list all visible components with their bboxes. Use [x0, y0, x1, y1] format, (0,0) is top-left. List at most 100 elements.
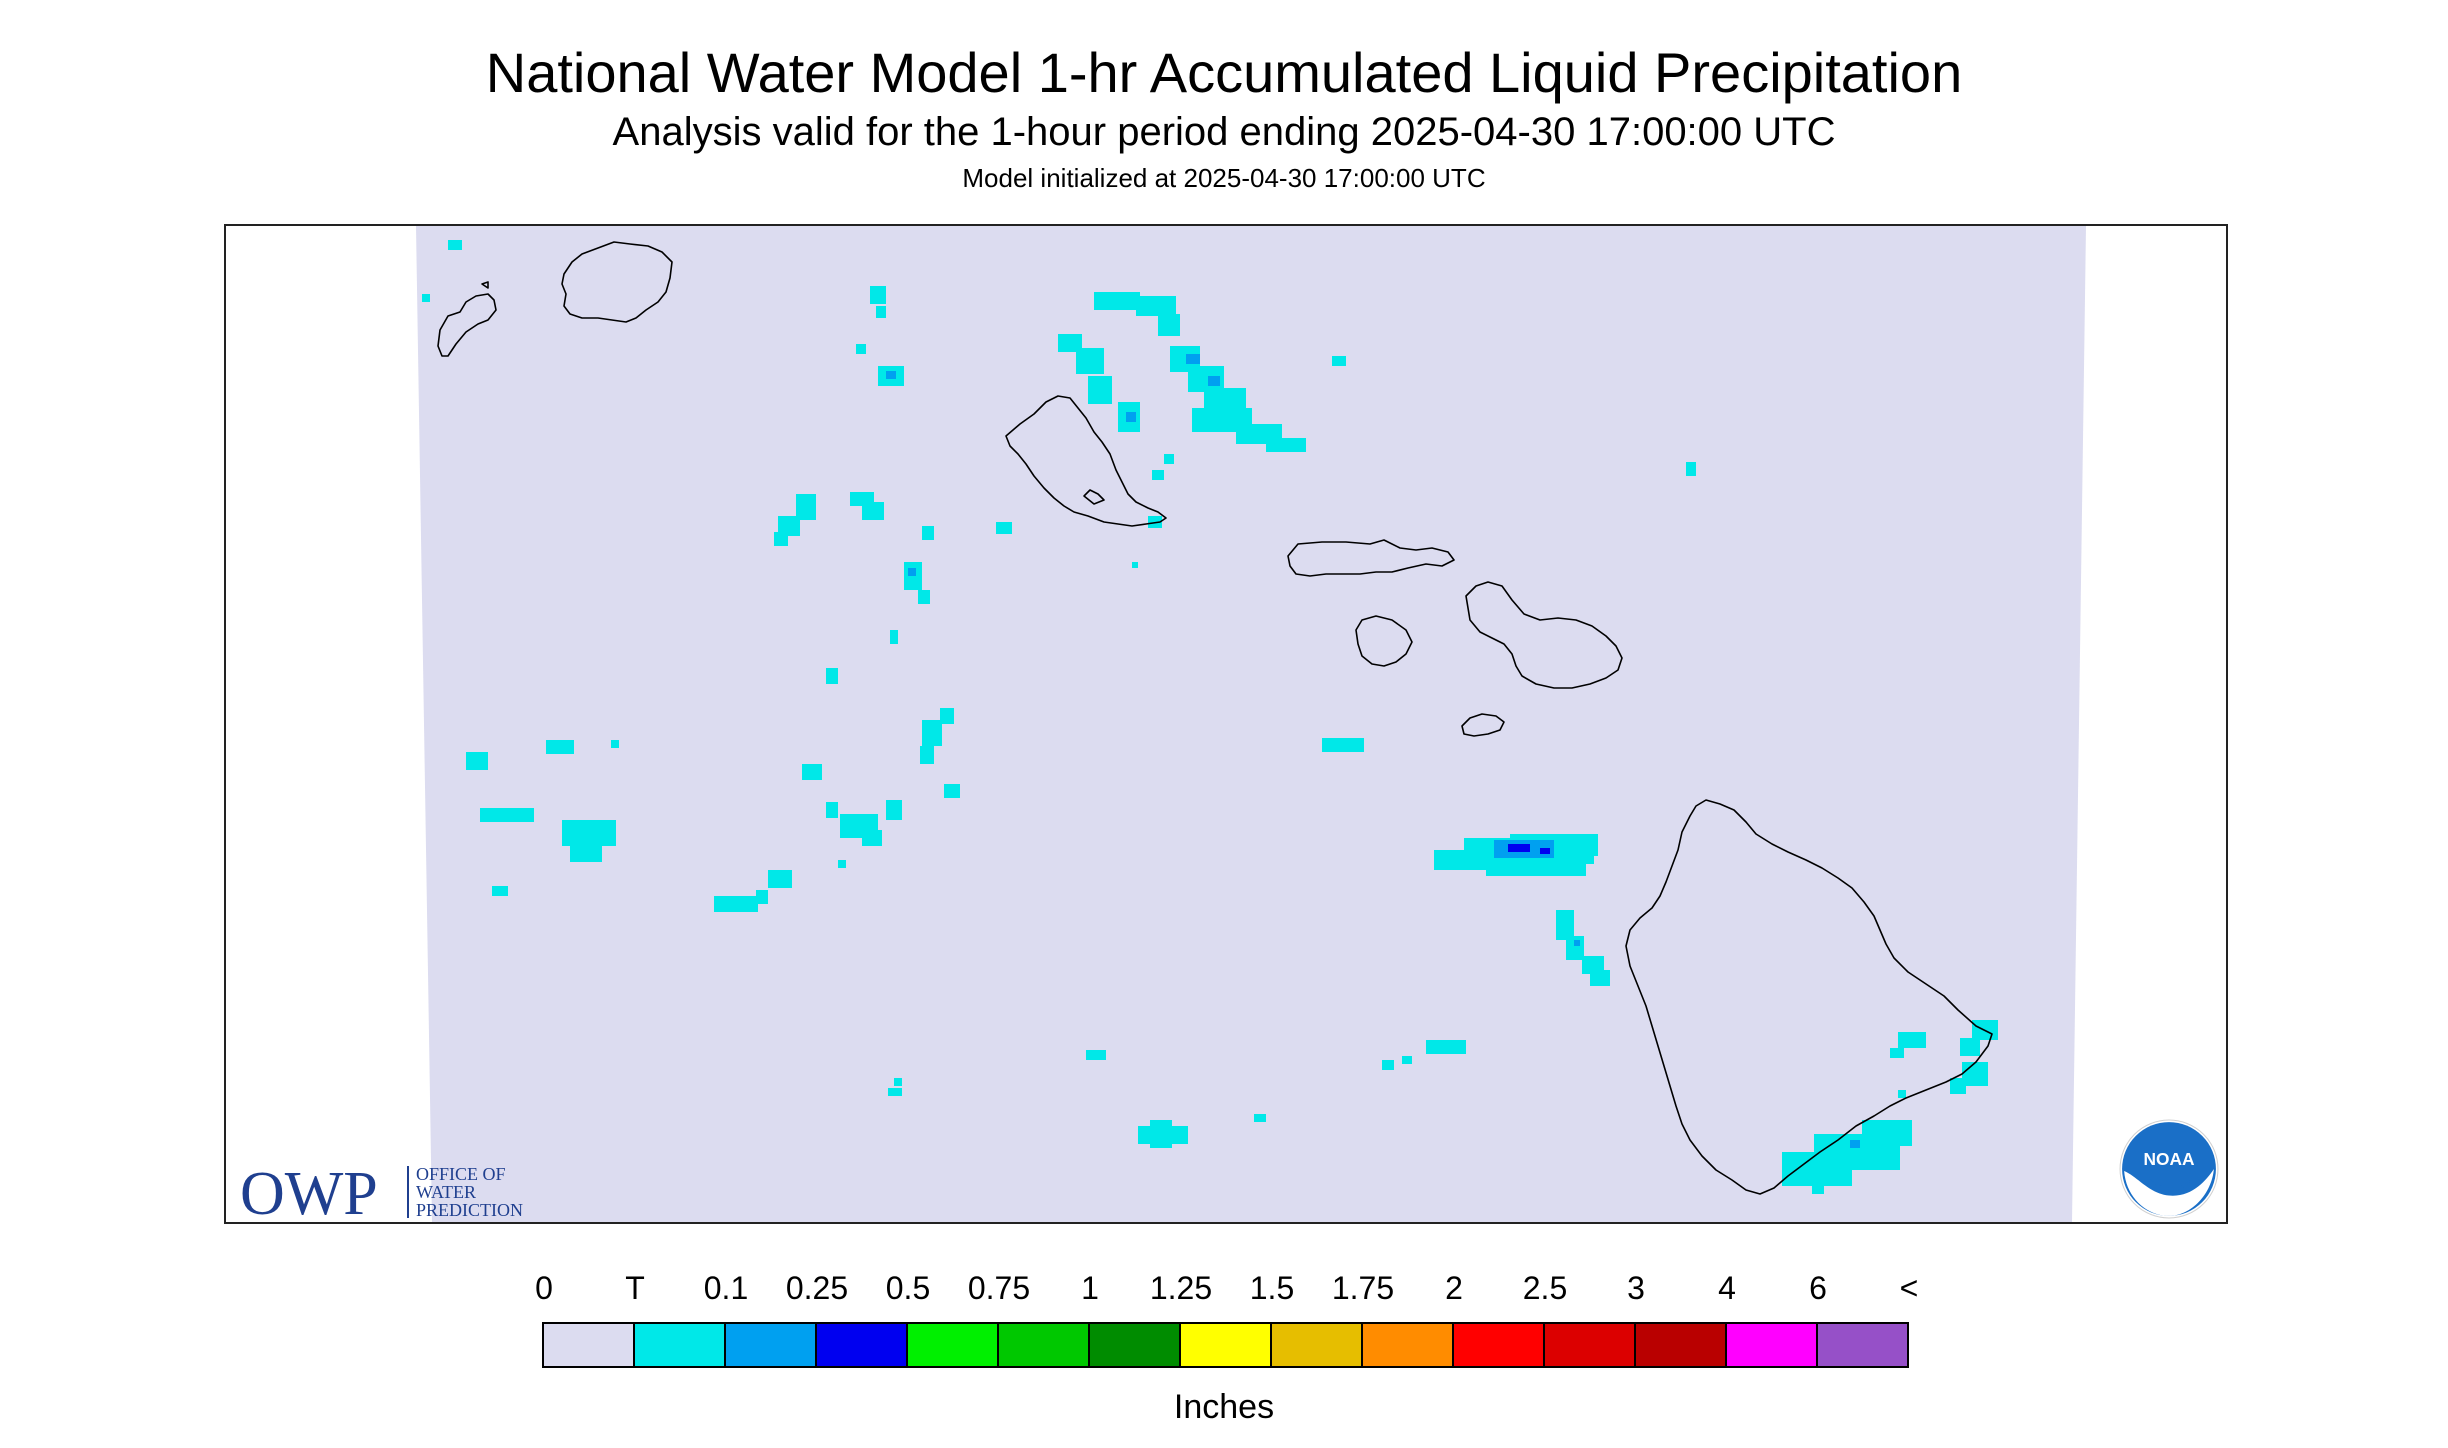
- precip-cell: [1686, 462, 1696, 476]
- precip-cell: [768, 870, 792, 888]
- colorbar-swatch: [544, 1324, 635, 1366]
- map-title: National Water Model 1-hr Accumulated Li…: [485, 41, 1963, 104]
- colorbar-swatch: [635, 1324, 726, 1366]
- colorbar-tick-label: 1.25: [1149, 1270, 1213, 1306]
- molokai-outline: [1287, 539, 1455, 577]
- precip-cell: [1950, 1078, 1966, 1094]
- model-init-line: Model initialized at 2025-04-30 17:00:00…: [962, 163, 1486, 193]
- oahu-outline: [1005, 395, 1167, 527]
- colorbar-tick-label: 3: [1627, 1270, 1645, 1306]
- owp-logo-mark: OWP OFFICE OF WATER PREDICTION: [240, 1160, 523, 1228]
- colorbar-swatch: [1181, 1324, 1272, 1366]
- colorbar-swatch: [999, 1324, 1090, 1366]
- owp-logo-line-1: OFFICE OF: [416, 1164, 506, 1184]
- precip-cell: [894, 1078, 902, 1086]
- colorbar-swatch: [1636, 1324, 1727, 1366]
- owp-logo-line-2: WATER: [416, 1182, 476, 1202]
- precip-cell: [492, 886, 508, 896]
- precip-cell: [862, 502, 884, 520]
- precip-cell: [466, 752, 488, 770]
- precip-cell: [802, 764, 822, 780]
- colorbar-tick-label: 0.75: [967, 1270, 1031, 1306]
- precip-cell: [1486, 860, 1586, 876]
- map-subtitle: Analysis valid for the 1-hour period end…: [612, 110, 1836, 154]
- owp-logo-letters: OWP: [240, 1160, 378, 1226]
- precip-cell: [890, 630, 898, 644]
- colorbar-swatch: [1272, 1324, 1363, 1366]
- coastlines: [437, 241, 1993, 1195]
- precip-cell: [1132, 562, 1138, 568]
- noaa-bird-wing: [2148, 1177, 2192, 1192]
- noaa-bird-shape: [2124, 1169, 2214, 1216]
- precip-cell: [1590, 970, 1610, 986]
- precip-cell: [1150, 1120, 1172, 1148]
- precip-cell: [940, 708, 954, 724]
- precip-cell: [611, 740, 619, 748]
- precip-cell: [1158, 314, 1180, 336]
- precip-cell: [774, 532, 788, 546]
- precip-cell: [1088, 376, 1112, 404]
- precip-cell: [922, 720, 942, 746]
- colorbar-tick-label: <: [1899, 1270, 1919, 1306]
- colorbar-swatch: [1727, 1324, 1818, 1366]
- precip-cell: [778, 516, 800, 536]
- precip-cell: [1960, 1038, 1980, 1056]
- hawaii-outline: [1625, 799, 1993, 1195]
- precip-cell: [1086, 1050, 1106, 1060]
- precip-cell: [1556, 910, 1574, 940]
- precip-cell: [1322, 738, 1364, 752]
- precip-cell: [1126, 412, 1136, 422]
- precip-cell: [1898, 1032, 1926, 1048]
- precip-cell: [856, 344, 866, 354]
- precip-cell: [1566, 936, 1584, 960]
- colorbar-tick-label: 1.75: [1331, 1270, 1395, 1306]
- colorbar-tick-label: 0.5: [885, 1270, 931, 1306]
- colorbar-tick-label: 2: [1445, 1270, 1463, 1306]
- precip-cell: [1208, 376, 1220, 386]
- precip-cell: [1582, 956, 1604, 974]
- precip-cell: [908, 568, 916, 576]
- owp-logo: OWP OFFICE OF WATER PREDICTION: [240, 1156, 560, 1231]
- colorbar-swatch: [1363, 1324, 1454, 1366]
- precip-cell: [826, 802, 838, 818]
- precip-cell: [862, 830, 882, 846]
- colorbar-swatch: [1090, 1324, 1181, 1366]
- precip-cell: [1332, 356, 1346, 366]
- precip-cell: [1254, 1114, 1266, 1122]
- colorbar-units-label: Inches: [1173, 1388, 1275, 1426]
- colorbar: [542, 1322, 1909, 1368]
- precip-cell: [1164, 454, 1174, 464]
- precip-cell: [1136, 296, 1176, 316]
- colorbar-swatch: [817, 1324, 908, 1366]
- colorbar-swatch: [1454, 1324, 1545, 1366]
- colorbar-tick-label: 1: [1081, 1270, 1099, 1306]
- precip-cell: [1076, 348, 1104, 374]
- precip-cell: [480, 808, 534, 822]
- kahoolawe-outline: [1461, 713, 1505, 737]
- precip-cell: [1186, 354, 1200, 364]
- lanai-outline: [1355, 615, 1413, 667]
- colorbar-swatch: [726, 1324, 817, 1366]
- precip-cell: [714, 896, 758, 912]
- colorbar-tick-label: 4: [1718, 1270, 1736, 1306]
- precip-cell: [838, 860, 846, 868]
- colorbar-tick-label: 1.5: [1249, 1270, 1295, 1306]
- precip-cell: [756, 890, 768, 904]
- precip-cell: [1058, 334, 1082, 352]
- precip-cell: [1962, 1062, 1988, 1086]
- precip-cell: [1782, 1152, 1852, 1186]
- colorbar-swatch: [1545, 1324, 1636, 1366]
- precip-cell: [570, 840, 602, 862]
- colorbar-tick-label: 0: [535, 1270, 553, 1306]
- precip-cell: [1266, 438, 1306, 452]
- precip-cell: [888, 1088, 902, 1096]
- precip-cell: [870, 286, 886, 304]
- colorbar-swatch: [1818, 1324, 1907, 1366]
- kauai-outline: [561, 241, 673, 323]
- colorbar-tick-label: 2.5: [1522, 1270, 1568, 1306]
- precip-cell: [1426, 1040, 1466, 1054]
- precip-cell: [826, 668, 838, 684]
- colorbar-tick-label: 0.25: [785, 1270, 849, 1306]
- precip-cell: [1540, 848, 1550, 854]
- precip-cell: [1152, 470, 1164, 480]
